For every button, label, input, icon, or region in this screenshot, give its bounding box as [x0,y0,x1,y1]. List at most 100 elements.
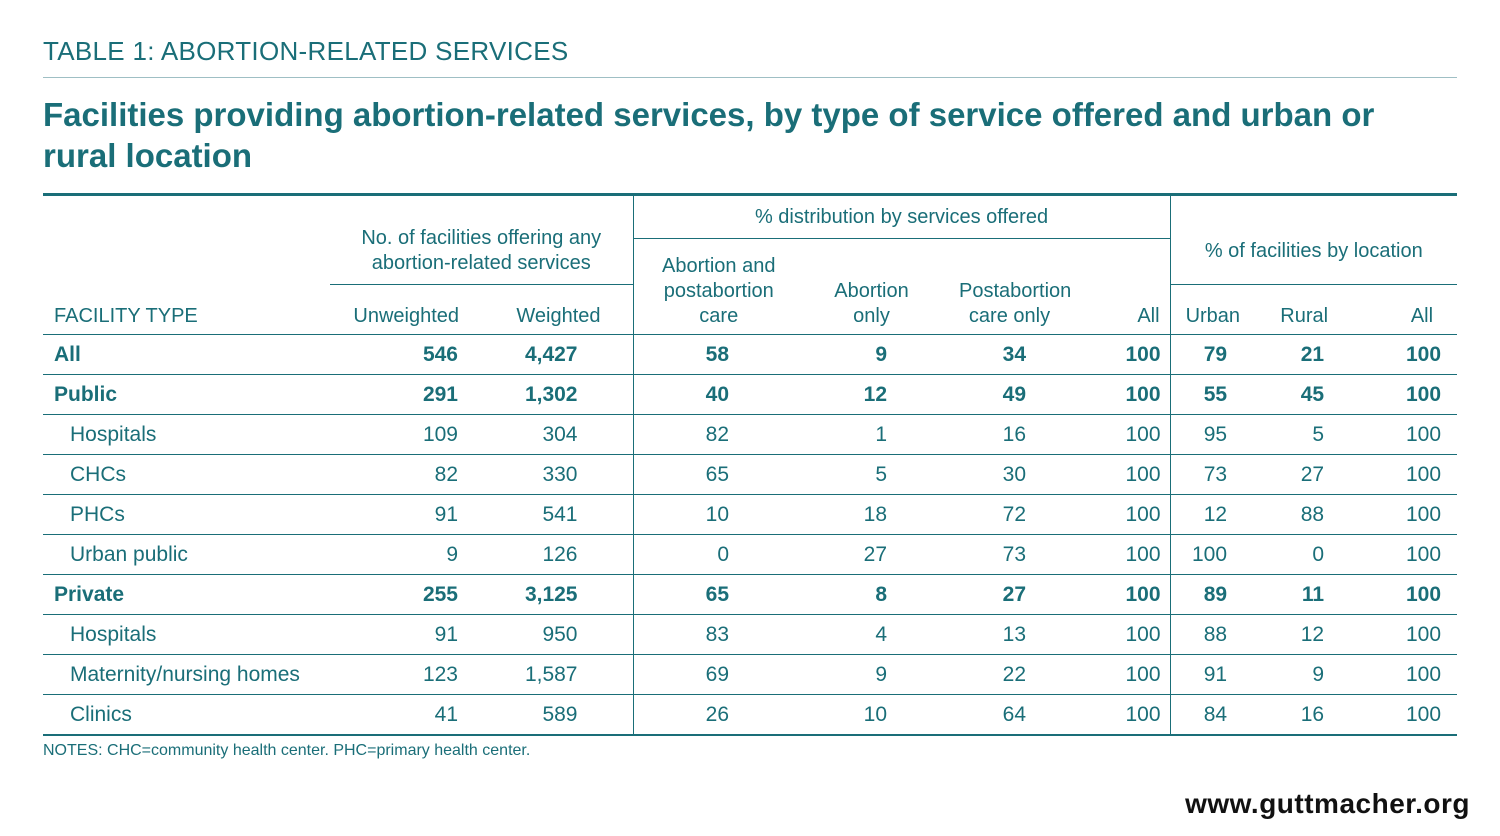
table-row: Private 255 3,125 65 8 27 100 89 11 100 [43,574,1458,615]
table-cell: 45 [1266,374,1365,415]
header-urban: Urban [1185,305,1241,327]
table-cell: 82 [330,454,471,495]
table-cell: 100 [1364,334,1458,375]
table-cell: 89 [1170,574,1267,615]
table-cell: 100 [1364,454,1458,495]
table-title: Facilities providing abortion-related se… [43,96,1375,174]
table-row: Hospitals 109 304 82 1 16 100 95 5 100 [43,414,1458,455]
header-postabortion-only: Postabortion care only [959,280,1072,327]
table-cell: 26 [633,694,804,735]
table-cell: 10 [633,494,804,535]
table-cell: 12 [1266,614,1365,655]
row-label: Hospitals [43,614,330,655]
table-cell: 10 [804,694,939,735]
row-label: Private [43,574,330,615]
table-cell: 100 [1080,414,1171,455]
table-row: Urban public 9 126 0 27 73 100 100 0 100 [43,534,1458,575]
table-cell: 65 [633,454,804,495]
row-label: Urban public [43,534,330,575]
table-cell: 291 [330,374,471,415]
table-body: All 546 4,427 58 9 34 100 79 21 100 Public 291 1,302… [43,334,1458,735]
table-cell: 9 [1266,654,1365,695]
header-group-location: % of facilities by location [1170,194,1458,285]
table-cell: 100 [1080,334,1171,375]
table-row: Hospitals 91 950 83 4 13 100 88 12 100 [43,614,1458,655]
table-cell: 82 [633,414,804,455]
table-cell: 79 [1170,334,1267,375]
table-row: Public 291 1,302 40 12 49 100 55 45 100 [43,374,1458,415]
table-cell: 83 [633,614,804,655]
table-cell: 100 [1170,534,1267,575]
table-cell: 1,587 [471,654,634,695]
table-cell: 0 [1266,534,1365,575]
row-label: Public [43,374,330,415]
table-cell: 91 [330,614,471,655]
kicker-divider [43,77,1457,78]
table-cell: 9 [330,534,471,575]
table-cell: 100 [1080,534,1171,575]
table-cell: 100 [1080,494,1171,535]
table-cell: 5 [1266,414,1365,455]
row-label: Hospitals [43,414,330,455]
table-row: Maternity/nursing homes 123 1,587 69 9 22 100 9… [43,654,1458,695]
table-cell: 95 [1170,414,1267,455]
table-cell: 91 [1170,654,1267,695]
table-cell: 12 [1170,494,1267,535]
table-cell: 100 [1364,654,1458,695]
table-notes: NOTES: CHC=community health center. PHC=… [43,742,531,759]
table-cell: 16 [1266,694,1365,735]
table-cell: 100 [1364,694,1458,735]
data-table-container: No. of facilities offering any abortion-… [43,193,1458,736]
table-cell: 100 [1080,454,1171,495]
table-row: CHCs 82 330 65 5 30 100 73 27 100 [43,454,1458,495]
table-cell: 5 [804,454,939,495]
table-cell: 546 [330,334,471,375]
table-cell: 88 [1170,614,1267,655]
header-unweighted: Unweighted [353,305,459,327]
table-cell: 27 [1266,454,1365,495]
table-cell: 100 [1364,494,1458,535]
table-cell: 4 [804,614,939,655]
row-label: Clinics [43,694,330,735]
header-facility-type: FACILITY TYPE [54,305,198,327]
table-cell: 13 [939,614,1080,655]
table-cell: 91 [330,494,471,535]
table-row: All 546 4,427 58 9 34 100 79 21 100 [43,334,1458,375]
table-cell: 255 [330,574,471,615]
table-cell: 0 [633,534,804,575]
header-rural: Rural [1280,305,1329,327]
table-cell: 100 [1080,694,1171,735]
table-cell: 950 [471,614,634,655]
row-label: All [43,334,330,375]
table-cell: 27 [939,574,1080,615]
table-cell: 65 [633,574,804,615]
table-cell: 100 [1364,374,1458,415]
table-cell: 100 [1364,614,1458,655]
table-cell: 27 [804,534,939,575]
table-row: PHCs 91 541 10 18 72 100 12 88 100 [43,494,1458,535]
table-cell: 18 [804,494,939,535]
table-cell: 3,125 [471,574,634,615]
table-cell: 123 [330,654,471,695]
table-cell: 9 [804,654,939,695]
header-abortion-only: Abortion only [834,280,909,327]
table-cell: 64 [939,694,1080,735]
table-cell: 41 [330,694,471,735]
table-cell: 11 [1266,574,1365,615]
row-label: PHCs [43,494,330,535]
table-cell: 330 [471,454,634,495]
header-weighted: Weighted [471,284,634,335]
table-cell: 69 [633,654,804,695]
row-label: Maternity/nursing homes [43,654,330,695]
table-cell: 34 [939,334,1080,375]
table-cell: 22 [939,654,1080,695]
table-cell: 73 [939,534,1080,575]
table-cell: 1 [804,414,939,455]
table-cell: 21 [1266,334,1365,375]
table-cell: 100 [1364,534,1458,575]
table-cell: 100 [1080,654,1171,695]
header-abortion-postabortion: Abortion and postabortion care [662,255,776,327]
table-cell: 109 [330,414,471,455]
table-cell: 40 [633,374,804,415]
data-table: No. of facilities offering any abortion-… [43,193,1458,736]
